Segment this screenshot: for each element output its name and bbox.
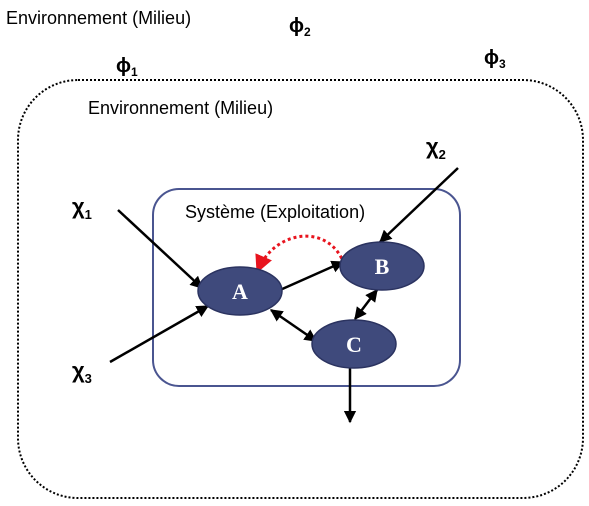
- chi-3-arrow: [109, 304, 210, 364]
- node-b: B: [339, 241, 425, 291]
- environment-boundary: [17, 79, 584, 499]
- a-c-bidirectional-arrow: [269, 308, 318, 343]
- phi-2-label: ϕ2: [289, 15, 311, 39]
- chi-1-arrow: [117, 209, 203, 289]
- chi-1-label: χ1: [72, 194, 92, 222]
- phi-1-label: ϕ1: [116, 55, 138, 79]
- node-a: A: [197, 266, 283, 316]
- chi-2-label: χ2: [426, 134, 446, 162]
- system-label: Système (Exploitation): [185, 202, 365, 222]
- outer-environment-label: Environnement (Milieu): [6, 8, 191, 28]
- feedback-arrow: [255, 234, 346, 274]
- node-a-label: A: [232, 279, 248, 304]
- node-c-label: C: [346, 332, 362, 357]
- b-c-bidirectional-arrow: [354, 289, 378, 320]
- node-c: C: [311, 319, 397, 369]
- chi-2-arrow: [379, 167, 459, 243]
- a-to-b-arrow: [279, 260, 345, 292]
- chi-3-label: χ3: [72, 358, 92, 386]
- system-boundary: [152, 188, 461, 387]
- inner-environment-label: Environnement (Milieu): [88, 98, 273, 118]
- phi-3-label: ϕ3: [484, 47, 506, 71]
- node-b-label: B: [375, 254, 390, 279]
